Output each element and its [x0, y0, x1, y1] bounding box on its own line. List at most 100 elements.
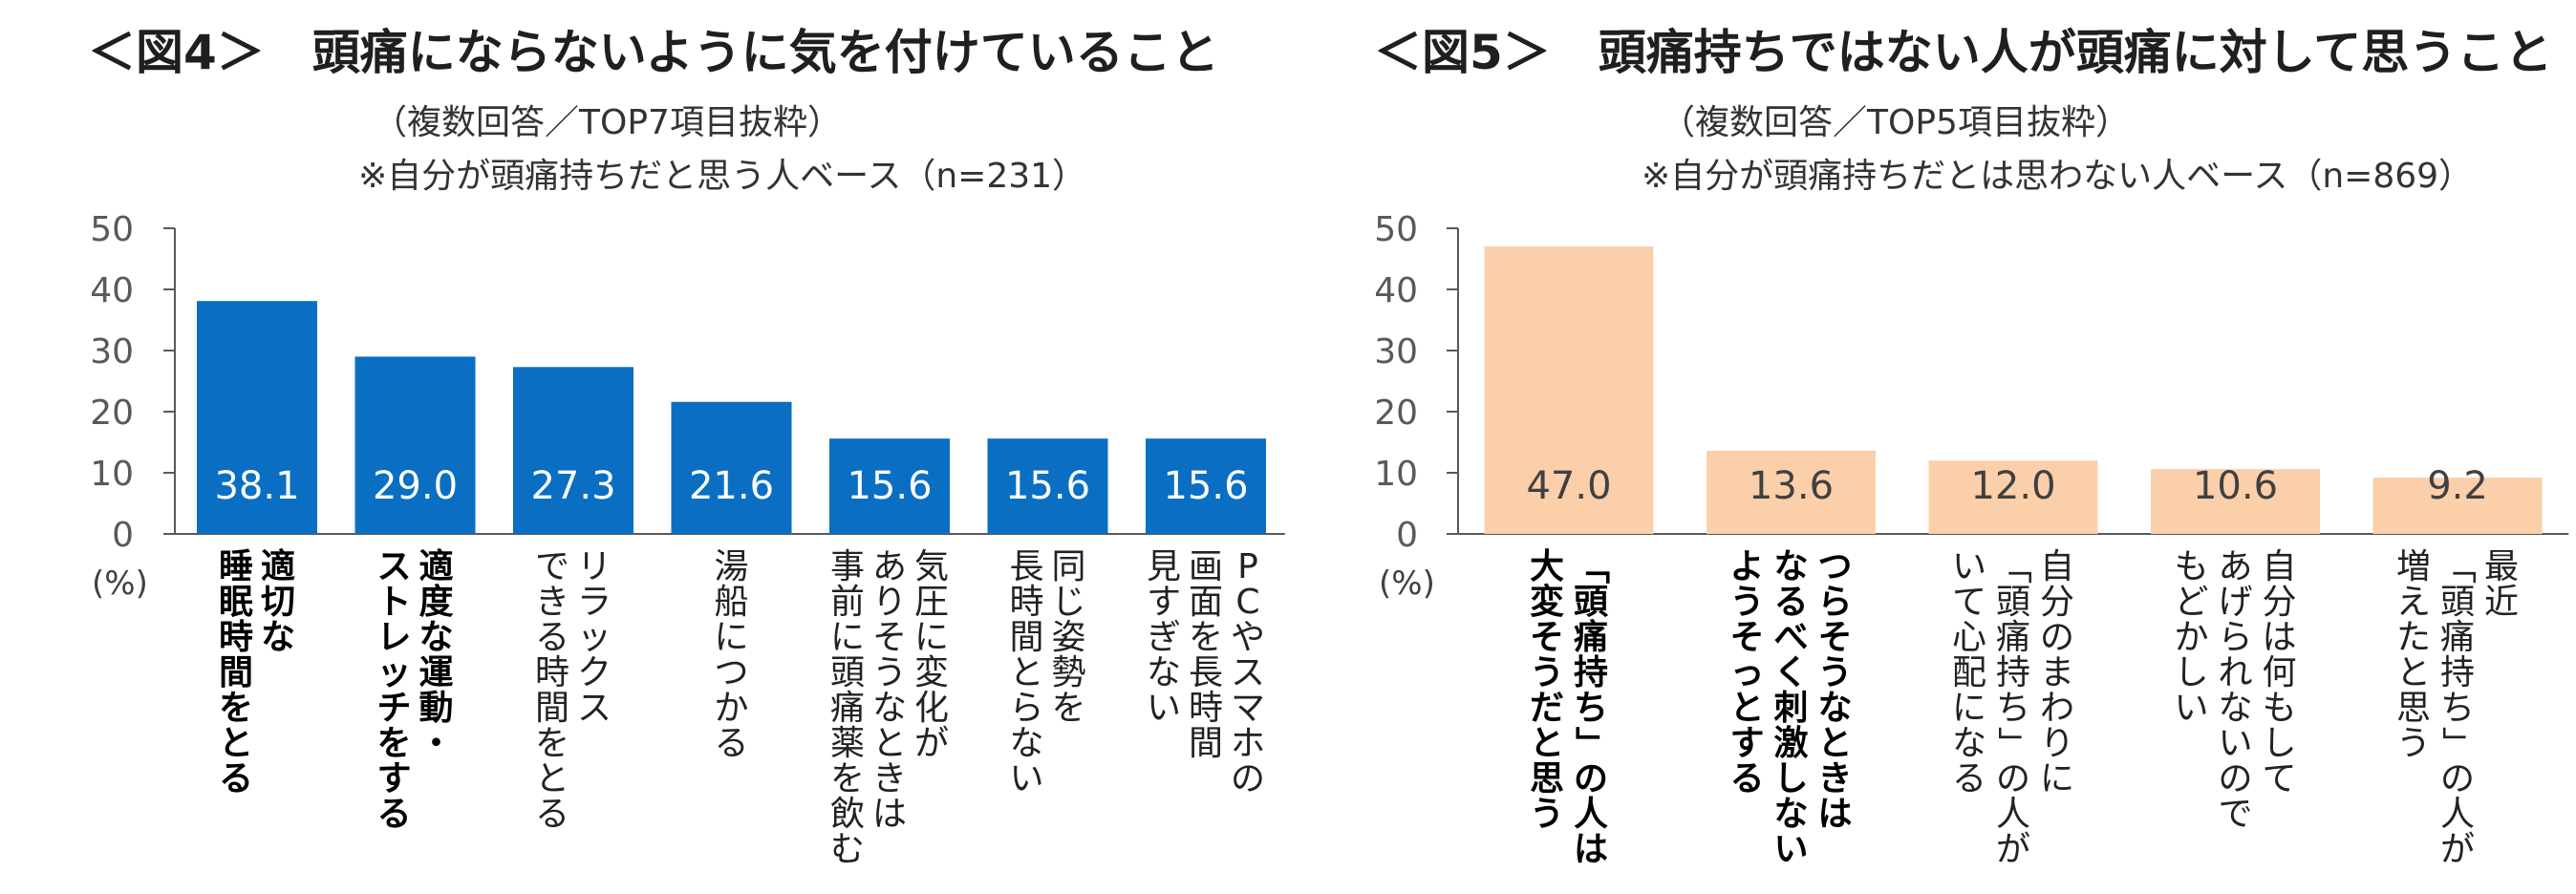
category-label-char: に [714, 618, 748, 657]
category-label-char: の [1574, 759, 1608, 798]
category-label-char: 時 [535, 653, 569, 692]
bar [1146, 438, 1266, 534]
y-unit-label: (%) [92, 564, 148, 603]
category-label-char: ど [2174, 583, 2208, 622]
category-label-char: も [2262, 689, 2296, 728]
category-label-char: 事 [830, 547, 865, 586]
category-label-char: 人 [1996, 795, 2030, 834]
category-label-char: 度 [419, 583, 453, 622]
category-label-char: な [2218, 689, 2252, 728]
chart-fig4: ＜図4＞ 頭痛にならないように気を付けていること （複数回答／TOP7項目抜粋）… [88, 25, 1285, 869]
category-label-char: ッ [376, 653, 411, 692]
category-label-char: か [714, 689, 748, 728]
category-label-char: ホ [1231, 724, 1265, 763]
category-label-char: 人 [2440, 795, 2475, 834]
category-label-char: い [1147, 689, 1181, 728]
bar-value-label: 13.6 [1749, 464, 1834, 508]
category-label-char: 頭 [1574, 583, 1609, 622]
category-label-char: の [2218, 759, 2252, 798]
category-label-char: 痛 [1996, 618, 2030, 657]
category-label-char: ま [2040, 653, 2074, 692]
category-label-char: 画 [1189, 547, 1223, 586]
y-tick-label: 30 [1374, 332, 1418, 372]
category-label-char: 」 [1572, 726, 1611, 760]
category-label-char: な [419, 618, 453, 657]
category-label-char: ち [1996, 689, 2030, 728]
category-label-char: だ [1530, 689, 1564, 728]
category-label-char: う [1817, 653, 1852, 692]
category-label-char: ・ [419, 724, 453, 763]
category-label-char: う [872, 653, 907, 692]
category-label-char: な [1009, 724, 1043, 763]
category-label-char: し [1773, 759, 1808, 798]
category-label-char: る [1773, 583, 1808, 622]
category-label-char: 切 [261, 583, 295, 622]
category-label-char: 間 [1189, 724, 1223, 763]
bar-value-label: 15.6 [847, 464, 932, 508]
category-label-char: そ [1530, 618, 1564, 657]
category-label-char: そ [1817, 618, 1852, 657]
category-label-char: を [376, 724, 411, 763]
category-label-char: の [1996, 759, 2030, 798]
category-label-char: り [2040, 724, 2074, 763]
y-tick-label: 0 [1396, 516, 1418, 555]
category-label-char: し [2262, 724, 2296, 763]
category-label-char: ク [577, 653, 612, 692]
category-label-char: 自 [2040, 547, 2074, 586]
category-label-char: 変 [914, 653, 949, 692]
category-label-char: る [714, 724, 748, 763]
category-label-char: は [2262, 618, 2296, 657]
category-label-char: 頭 [2440, 583, 2475, 622]
category-label-char: P [1237, 547, 1258, 586]
category-label-char: 気 [914, 547, 949, 586]
bar [671, 401, 792, 534]
category-label-char: 持 [2440, 653, 2475, 692]
bar [354, 356, 476, 534]
chart-base-note: ※自分が頭痛持ちだとは思わない人ベース（n=869） [1642, 157, 2473, 196]
category-label-char: 眠 [219, 583, 253, 622]
bar-value-label: 21.6 [689, 464, 774, 508]
category-label-char: は [1574, 830, 1608, 869]
category-label-char: す [1147, 583, 1181, 622]
category-label-char: チ [376, 689, 411, 728]
y-tick-label: 10 [90, 455, 134, 494]
category-label-char: 持 [1574, 653, 1608, 692]
category-label-char: 化 [914, 689, 949, 728]
category-label-char: に [2040, 759, 2074, 798]
category-label-char: 心 [1952, 618, 1986, 657]
category-label-char: ち [1574, 689, 1608, 728]
category-label-char: む [830, 830, 865, 869]
category-label-char: 時 [1189, 689, 1223, 728]
category-label-char: が [914, 724, 949, 763]
category-label-char: 近 [2484, 583, 2519, 622]
category-label-char: な [1952, 724, 1986, 763]
category-label-char: い [1952, 547, 1986, 586]
category-label-char: 配 [1952, 653, 1986, 692]
y-tick-label: 40 [90, 271, 134, 310]
category-label-char: 動 [419, 689, 453, 728]
bar [2151, 469, 2320, 534]
category-label-char: 大 [1530, 547, 1564, 586]
category-label-char: 姿 [1051, 618, 1085, 657]
y-unit-label: (%) [1379, 564, 1435, 603]
category-label-char: は [1817, 795, 1852, 834]
category-label-char: り [872, 583, 907, 622]
category-label-char: 時 [1009, 583, 1043, 622]
category-label-char: と [535, 759, 569, 798]
category-label-char: ら [2218, 618, 2252, 657]
category-label-char: い [1009, 759, 1043, 798]
category-label-char: 飲 [830, 795, 865, 834]
chart-subtitle: （複数回答／TOP5項目抜粋） [1661, 103, 2130, 142]
bar [197, 301, 317, 534]
y-tick-label: 20 [1374, 394, 1418, 433]
category-label-char: く [1773, 653, 1808, 692]
category-label-char: じ [1051, 583, 1085, 622]
category-label-char: し [2174, 653, 2208, 692]
category-label-char: を [830, 759, 865, 798]
category-label-char: の [2440, 759, 2475, 798]
